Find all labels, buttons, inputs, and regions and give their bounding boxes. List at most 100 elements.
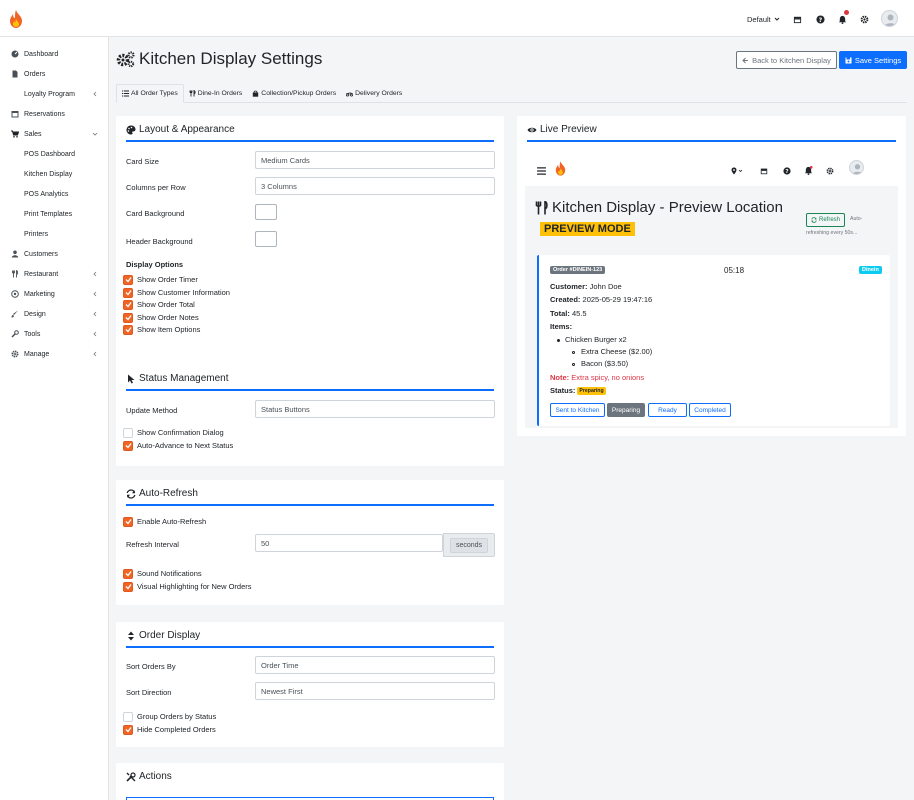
- sidebar-item-label: POS Analytics: [24, 190, 69, 198]
- card-title-underline: [126, 140, 494, 142]
- checkbox-unchecked-icon: [123, 711, 133, 722]
- sort-orders-by-select[interactable]: Order Time: [255, 656, 495, 674]
- refresh-interval-input[interactable]: 50: [255, 534, 443, 552]
- order-status: Status: Preparing: [550, 386, 606, 395]
- floppy-disk-icon: [845, 57, 852, 63]
- store-icon[interactable]: [760, 167, 768, 175]
- gear-icon: [11, 350, 19, 358]
- tab-all-order-types[interactable]: All Order Types: [116, 84, 184, 103]
- sidebar-item-pos-analytics[interactable]: POS Analytics: [0, 187, 109, 201]
- user-avatar[interactable]: [849, 160, 864, 175]
- customer-value: John Doe: [589, 282, 622, 291]
- bell-icon[interactable]: [804, 166, 813, 175]
- actions-card: Actions: [116, 763, 504, 800]
- sidebar-item-orders[interactable]: Orders: [0, 67, 109, 81]
- update-method-select[interactable]: Status Buttons: [255, 400, 495, 418]
- preparing-button[interactable]: Preparing: [607, 403, 645, 417]
- sync-icon: [811, 217, 817, 223]
- show-item-options-checkbox[interactable]: Show Item Options: [123, 324, 200, 335]
- visual-highlighting-checkbox[interactable]: Visual Highlighting for New Orders: [123, 581, 252, 592]
- card-title-text: Live Preview: [540, 124, 597, 135]
- header-background-color-picker[interactable]: [255, 231, 277, 247]
- card-title: Status Management: [126, 373, 229, 384]
- gear-icon[interactable]: [859, 12, 869, 26]
- preview-refresh-button[interactable]: Refresh: [806, 213, 845, 227]
- card-background-color-picker[interactable]: [255, 204, 277, 220]
- card-background-label: Card Background: [126, 209, 185, 218]
- hide-completed-orders-checkbox[interactable]: Hide Completed Orders: [123, 724, 216, 735]
- card-size-label: Card Size: [126, 157, 159, 166]
- sort-direction-select[interactable]: Newest First: [255, 682, 495, 700]
- auto-advance-checkbox[interactable]: Auto-Advance to Next Status: [123, 440, 233, 451]
- card-title: Actions: [126, 771, 172, 782]
- completed-button[interactable]: Completed: [689, 403, 731, 417]
- sidebar-item-customers[interactable]: Customers: [0, 247, 109, 261]
- flame-logo-icon: [555, 161, 566, 176]
- bell-icon[interactable]: [837, 10, 849, 26]
- columns-per-row-select[interactable]: 3 Columns: [255, 177, 495, 195]
- sent-to-kitchen-button[interactable]: Sent to Kitchen: [550, 403, 605, 417]
- tab-delivery-orders[interactable]: Delivery Orders: [341, 84, 407, 103]
- show-order-total-checkbox[interactable]: Show Order Total: [123, 299, 195, 310]
- gauge-icon: [11, 50, 19, 58]
- show-confirmation-dialog-checkbox[interactable]: Show Confirmation Dialog: [123, 427, 224, 438]
- checkbox-label: Show Order Notes: [137, 313, 199, 322]
- enable-auto-refresh-checkbox[interactable]: Enable Auto-Refresh: [123, 516, 206, 527]
- card-title-text: Layout & Appearance: [139, 124, 235, 135]
- sidebar-item-pos-dashboard[interactable]: POS Dashboard: [0, 147, 109, 161]
- sidebar-item-tools[interactable]: Tools: [0, 327, 109, 341]
- group-orders-by-status-checkbox[interactable]: Group Orders by Status: [123, 711, 216, 722]
- sidebar-item-label: Design: [24, 310, 46, 318]
- sidebar-item-kitchen-display[interactable]: Kitchen Display: [0, 167, 109, 181]
- store-icon[interactable]: [792, 12, 802, 26]
- card-title-text: Status Management: [139, 373, 229, 384]
- card-title: Layout & Appearance: [126, 124, 235, 135]
- sidebar-item-printers[interactable]: Printers: [0, 227, 109, 241]
- ready-button[interactable]: Ready: [648, 403, 687, 417]
- sidebar-item-restaurant[interactable]: Restaurant: [0, 267, 109, 281]
- card-size-select[interactable]: Medium Cards: [255, 151, 495, 169]
- card-title-text: Auto-Refresh: [139, 488, 198, 499]
- help-icon[interactable]: ?: [815, 12, 825, 26]
- users-icon: [11, 250, 19, 258]
- user-avatar[interactable]: [881, 10, 898, 27]
- page-title-text: Kitchen Display Settings: [139, 49, 323, 68]
- sound-notifications-checkbox[interactable]: Sound Notifications: [123, 568, 202, 579]
- hamburger-menu-icon[interactable]: [537, 167, 546, 175]
- show-order-timer-checkbox[interactable]: Show Order Timer: [123, 274, 198, 285]
- tab-collection-pickup-orders[interactable]: Collection/Pickup Orders: [247, 84, 341, 103]
- sidebar-item-design[interactable]: Design: [0, 307, 109, 321]
- list-bullet: [572, 351, 575, 354]
- sidebar-item-marketing[interactable]: Marketing: [0, 287, 109, 301]
- save-settings-button[interactable]: Save Settings: [839, 51, 907, 69]
- checkbox-checked-icon: [123, 568, 133, 579]
- tab-divider: [116, 102, 907, 103]
- sidebar-item-label: Restaurant: [24, 270, 59, 278]
- flame-logo-icon[interactable]: [9, 10, 23, 28]
- svg-text:?: ?: [818, 16, 822, 23]
- map-pin-icon[interactable]: [731, 167, 743, 175]
- sidebar-item-print-templates[interactable]: Print Templates: [0, 207, 109, 221]
- checkbox-checked-icon: [123, 324, 133, 335]
- checkbox-label: Auto-Advance to Next Status: [137, 441, 234, 450]
- sidebar-item-dashboard[interactable]: Dashboard: [0, 47, 109, 61]
- tab-dine-in-orders[interactable]: Dine-In Orders: [184, 84, 248, 103]
- show-customer-information-checkbox[interactable]: Show Customer Information: [123, 287, 230, 298]
- order-type-tabs: All Order Types Dine-In Orders Collectio…: [116, 84, 407, 103]
- columns-per-row-label: Columns per Row: [126, 183, 186, 192]
- sort-orders-by-label: Sort Orders By: [126, 662, 176, 671]
- sidebar-item-reservations[interactable]: Reservations: [0, 107, 109, 121]
- sidebar-item-loyalty-program[interactable]: Loyalty Program: [0, 87, 109, 101]
- sidebar-item-sales[interactable]: Sales: [0, 127, 109, 141]
- help-icon[interactable]: ?: [783, 167, 791, 175]
- show-order-notes-checkbox[interactable]: Show Order Notes: [123, 312, 199, 323]
- sidebar-item-label: Marketing: [24, 290, 55, 298]
- total-label: Total:: [550, 309, 570, 318]
- location-dropdown[interactable]: Default: [747, 12, 780, 26]
- gear-icon[interactable]: [826, 167, 834, 175]
- sidebar-item-manage[interactable]: Manage: [0, 347, 109, 361]
- back-to-kitchen-display-button[interactable]: Back to Kitchen Display: [736, 51, 837, 69]
- total-value: 45.5: [571, 309, 587, 318]
- checkbox-label: Show Customer Information: [137, 288, 230, 297]
- header-background-label: Header Background: [126, 237, 193, 246]
